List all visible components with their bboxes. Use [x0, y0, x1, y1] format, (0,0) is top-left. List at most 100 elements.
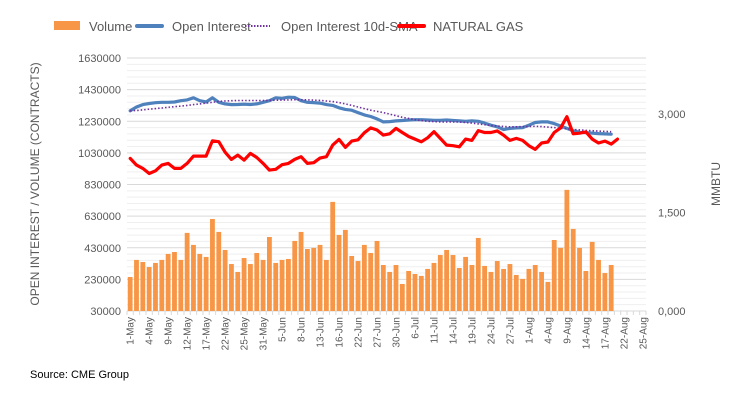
- volume-bar: [494, 261, 500, 311]
- x-axis-tick-label: 9-May: [164, 317, 175, 345]
- volume-bar: [241, 258, 247, 311]
- volume-bar: [361, 244, 367, 311]
- volume-bar: [127, 277, 133, 311]
- volume-bar: [222, 249, 228, 311]
- volume-bar: [577, 247, 582, 311]
- volume-bar: [406, 270, 412, 311]
- volume-bar: [437, 255, 443, 311]
- volume-bar: [184, 232, 190, 311]
- left-axis-tick-label: 1430000: [78, 85, 121, 97]
- legend-label-volume: Volume: [89, 19, 132, 34]
- volume-bar: [235, 271, 241, 311]
- x-axis-tick-label: 8-Jun: [297, 317, 308, 342]
- right-axis-ticks: 0,000 1,500 3,000: [658, 109, 686, 318]
- volume-bar: [304, 249, 310, 311]
- x-axis-tick-label: 19-Jul: [467, 317, 478, 344]
- volume-bar: [267, 236, 272, 311]
- x-axis-tick-label: 16-Jun: [335, 317, 346, 348]
- left-axis-tick-label: 230000: [84, 274, 121, 286]
- volume-bar: [501, 268, 506, 311]
- x-axis-tick-label: 12-May: [183, 317, 194, 350]
- volume-bar: [513, 274, 519, 311]
- natural-gas-line: [128, 115, 620, 176]
- right-axis-tick-label: 1,500: [658, 208, 686, 220]
- left-axis-tick-label: 1230000: [78, 116, 121, 128]
- left-axis-tick-label: 630000: [84, 211, 121, 223]
- left-axis-tick-label: 430000: [84, 243, 121, 255]
- volume-bar: [273, 262, 279, 311]
- legend-label-sma: Open Interest 10d-SMA: [281, 19, 418, 34]
- volume-bar: [191, 244, 196, 311]
- volume-bar: [216, 231, 222, 311]
- x-axis-tick-label: 14-Jul: [449, 317, 460, 344]
- x-axis-tick-label: 22-Aug: [619, 317, 630, 349]
- volume-bar: [349, 255, 355, 311]
- open-interest-sma-line: [130, 98, 612, 133]
- volume-bar: [140, 261, 146, 311]
- source-note: Source: CME Group: [30, 369, 129, 381]
- volume-bar: [355, 261, 361, 311]
- left-axis-tick-label: 1030000: [78, 148, 121, 160]
- volume-bar: [418, 275, 424, 311]
- volume-bar: [165, 253, 171, 311]
- x-axis-tick-label: 27-Jun: [373, 317, 384, 348]
- volume-bar: [596, 259, 601, 311]
- x-axis-tick-label: 25-May: [240, 317, 251, 350]
- volume-bar: [172, 252, 177, 311]
- volume-bar: [450, 255, 456, 311]
- volume-bar: [545, 281, 551, 311]
- volume-bar: [336, 234, 342, 311]
- volume-bar: [254, 252, 260, 311]
- volume-bar: [342, 229, 348, 311]
- volume-bar: [279, 259, 285, 311]
- legend: Volume Open Interest Open Interest 10d-S…: [54, 19, 524, 34]
- volume-bar: [298, 231, 304, 311]
- volume-bar: [393, 264, 399, 311]
- volume-bar: [456, 267, 462, 311]
- volume-bar: [608, 264, 614, 311]
- volume-bar: [539, 271, 544, 311]
- volume-bar: [558, 247, 563, 311]
- volume-bar: [210, 218, 215, 311]
- volume-bar: [589, 241, 595, 311]
- legend-label-open-interest: Open Interest: [172, 19, 251, 34]
- x-axis-tick-label: 6-Jul: [411, 317, 422, 339]
- right-axis-tick-label: 3,000: [658, 109, 686, 121]
- x-axis-tick-label: 22-Jun: [354, 317, 365, 348]
- legend-label-natural-gas: NATURAL GAS: [433, 19, 524, 34]
- volume-bar: [469, 264, 475, 311]
- x-axis-tick-label: 5-Jun: [278, 317, 289, 342]
- x-axis-tick-label: 14-Aug: [581, 317, 592, 349]
- right-axis-title: MMBTU: [709, 162, 723, 206]
- left-axis-tick-label: 1630000: [78, 53, 121, 65]
- volume-bar: [475, 237, 481, 311]
- volume-bar: [444, 249, 450, 311]
- x-axis-tick-label: 9-Aug: [562, 317, 573, 344]
- left-axis-tick-label: 830000: [84, 180, 121, 192]
- volume-bar: [583, 270, 589, 311]
- volume-bar: [248, 264, 253, 311]
- x-axis-tick-label: 11-Jul: [430, 317, 441, 344]
- volume-bar: [564, 189, 570, 311]
- volume-bar: [368, 252, 374, 311]
- volume-bar: [311, 247, 317, 311]
- x-axis-tick-label: 13-Jun: [316, 317, 327, 348]
- volume-bar: [330, 201, 336, 311]
- volume-bar: [285, 258, 291, 311]
- volume-bar: [159, 259, 165, 311]
- volume-bar: [153, 262, 158, 311]
- volume-bar: [425, 268, 431, 311]
- x-axis-tick-label: 24-Jul: [486, 317, 497, 344]
- volume-bar: [551, 240, 557, 311]
- volume-bar: [387, 271, 393, 311]
- x-axis-ticks: 1-May 4-May 9-May 12-May 17-May 22-May 25-May 3…: [126, 317, 650, 350]
- volume-bar: [323, 259, 329, 311]
- left-axis-ticks: 30000 230000 430000 630000 830000 1030000 1230…: [78, 53, 121, 318]
- volume-bar: [374, 240, 380, 311]
- volume-bar: [134, 259, 139, 311]
- volume-bars: [127, 189, 614, 311]
- x-axis-tick-label: 17-Aug: [600, 317, 611, 349]
- volume-bar: [526, 268, 532, 311]
- left-axis-title: OPEN INTEREST / VOLUME (CONTRACTS): [28, 62, 42, 305]
